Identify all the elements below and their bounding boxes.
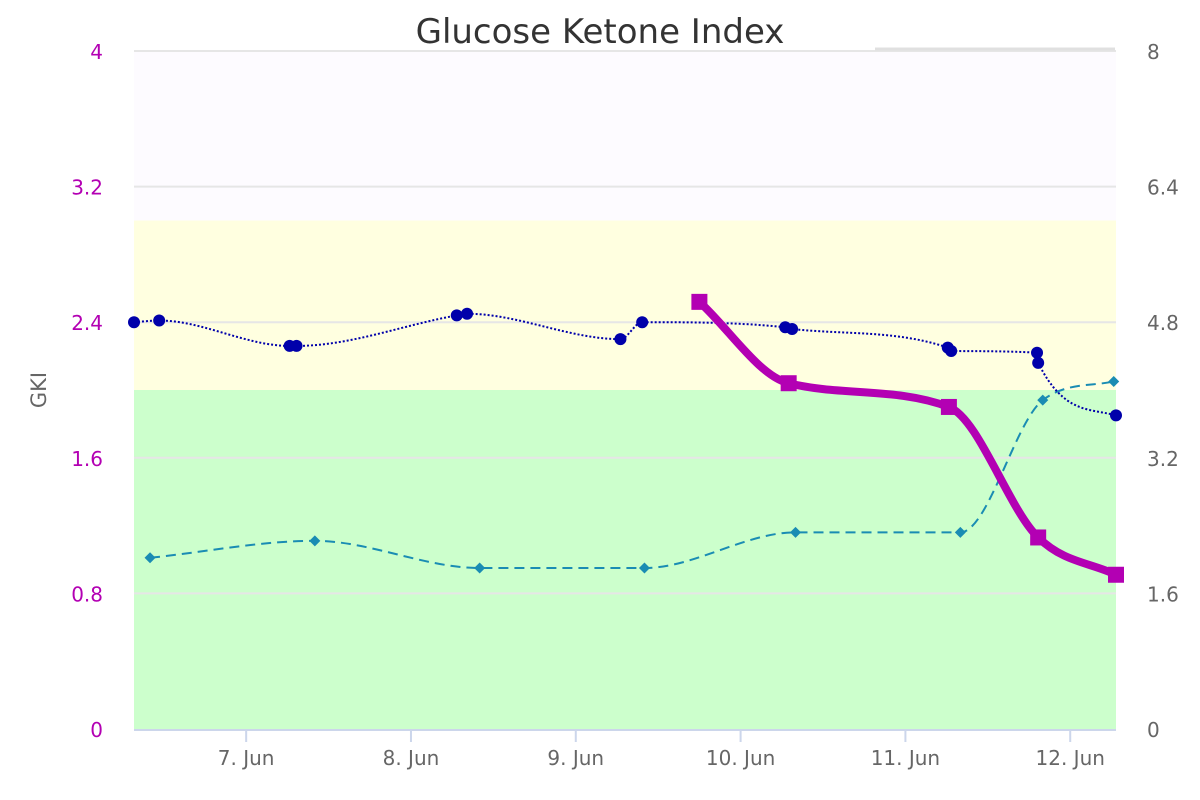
series-1 <box>128 307 1122 422</box>
data-point-circle <box>450 309 463 322</box>
x-axis: 7. Jun 8. Jun 9. Jun 10. Jun 11. Jun 12. Jun <box>134 729 1116 770</box>
x-tick-label: 10. Jun <box>706 746 775 770</box>
y-axis-left-title: GKI <box>27 372 51 408</box>
x-tick-label: 11. Jun <box>871 746 940 770</box>
y-right-tick-label: 3.2 <box>1147 447 1179 471</box>
x-tick-label: 8. Jun <box>383 746 440 770</box>
data-point-diamond <box>638 562 650 574</box>
data-point-square <box>780 375 797 392</box>
data-point-diamond <box>1037 394 1049 406</box>
data-point-square <box>940 398 957 415</box>
data-point-diamond <box>954 526 966 538</box>
plot-bands <box>134 51 1116 729</box>
series-0 <box>691 293 1124 583</box>
series-line-2 <box>149 380 1114 569</box>
plot-band-2 <box>134 51 1116 221</box>
data-point-circle <box>945 345 958 358</box>
series-layer <box>128 293 1124 583</box>
data-point-circle <box>128 316 140 329</box>
y-left-tick-label: 0 <box>90 718 103 742</box>
data-point-circle <box>1110 409 1122 422</box>
y-left-tick-label: 0.8 <box>71 582 103 606</box>
plot-band-0 <box>134 390 1116 729</box>
data-point-circle <box>153 314 166 327</box>
plot-band-1 <box>134 220 1116 390</box>
grid-lines <box>134 50 1116 595</box>
data-point-circle <box>636 316 649 329</box>
data-point-square <box>1108 566 1124 583</box>
y-right-tick-label: 6.4 <box>1147 176 1179 200</box>
data-point-square <box>1030 529 1047 546</box>
x-tick-label: 9. Jun <box>547 746 604 770</box>
series-2 <box>144 376 1120 574</box>
x-tick-label: 12. Jun <box>1036 746 1105 770</box>
data-point-square <box>691 293 708 310</box>
y-axis-right: 0 1.6 3.2 4.8 6.4 8 <box>1147 40 1179 742</box>
chart-title: Glucose Ketone Index <box>415 12 785 52</box>
y-left-tick-label: 2.4 <box>71 311 103 335</box>
y-right-tick-label: 4.8 <box>1147 311 1179 335</box>
data-point-circle <box>614 333 627 346</box>
data-point-circle <box>290 339 303 352</box>
data-point-diamond <box>144 552 156 564</box>
x-tick-label: 7. Jun <box>218 746 275 770</box>
y-left-tick-label: 3.2 <box>71 176 103 200</box>
data-point-diamond <box>790 526 802 538</box>
y-right-tick-label: 0 <box>1147 718 1160 742</box>
y-right-tick-label: 1.6 <box>1147 582 1179 606</box>
data-point-circle <box>461 307 474 320</box>
y-axis-left: 0 0.8 1.6 2.4 3.2 4 <box>71 40 103 742</box>
data-point-circle <box>1031 346 1044 359</box>
y-left-tick-label: 1.6 <box>71 447 103 471</box>
data-point-diamond <box>474 562 486 574</box>
y-left-tick-label: 4 <box>90 40 103 64</box>
y-right-tick-label: 8 <box>1147 40 1160 64</box>
data-point-diamond <box>1108 376 1120 388</box>
data-point-circle <box>786 322 799 335</box>
data-point-circle <box>1032 356 1045 369</box>
data-point-diamond <box>309 535 321 547</box>
